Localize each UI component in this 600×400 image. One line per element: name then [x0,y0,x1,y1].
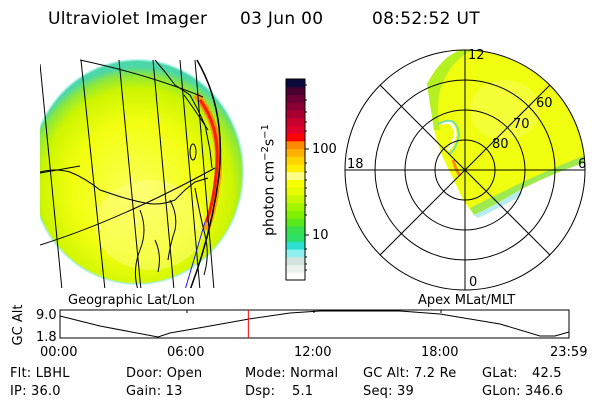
ytick-9.0: 9.0 [36,308,57,323]
colorbar-cell [286,272,305,281]
mlt-label-0: 0 [469,275,478,290]
status-seq: Seq: 39 [363,384,414,399]
mlt-label-12: 12 [468,48,485,63]
status-gain: Gain: 13 [126,384,183,399]
colorbar-cells [286,79,305,281]
mlt-label-6: 6 [578,157,587,172]
lat-label-70: 70 [513,117,530,132]
colorbar-ticks [305,84,309,271]
colorbar-cell [286,79,305,88]
status-glat-value: 42.5 [532,366,562,381]
colorbar-cell [286,264,305,273]
lat-lon-grid [40,59,222,288]
status-ip: IP: 36.0 [10,384,61,399]
instrument-title: Ultraviolet Imager [48,9,208,29]
colorbar-cell [286,148,305,157]
xtick-1800: 18:00 [421,345,459,360]
xtick-0000: 00:00 [40,345,78,360]
altitude-curve [59,310,570,338]
emission-disk [40,60,243,284]
colorbar-cell [286,171,305,180]
terminator-line [185,221,206,288]
colorbar-tick-10: 10 [312,228,329,243]
colorbar-cell [286,109,305,119]
coastlines [40,59,213,288]
status-mode: Mode: Normal [245,366,339,381]
colorbar-cell [286,249,305,258]
colorbar-cell [286,133,305,142]
colorbar-cell [286,225,305,235]
aurora-core [198,99,219,223]
status-gc-alt: GC Alt: 7.2 Re [363,366,457,381]
colorbar-cell [286,256,305,266]
globe-disk [40,59,244,288]
colorbar-cell [286,194,305,204]
time-label: 08:52:52 UT [372,9,480,29]
status-glat-label: GLat: [482,366,518,381]
status-dsp-label: Dsp: [245,384,276,399]
colorbar-cell [286,156,305,165]
polar-grid [344,49,586,291]
colorbar-cell [286,233,305,242]
ytick-1.8: 1.8 [36,330,57,345]
colorbar-cell [286,86,305,95]
colorbar-cell [286,241,305,250]
status-door: Door: Open [126,366,203,381]
lat-label-80: 80 [492,137,509,152]
colorbar-cell [286,164,305,173]
timeline-frame [59,309,570,339]
colorbar-cell [286,102,305,111]
colorbar-cell [286,187,305,196]
colorbar-cell [286,210,305,219]
colorbar-cell [286,140,305,150]
polar-label: Apex MLat/MLT [418,293,516,308]
status-filter: Flt: LBHL [10,366,70,381]
xtick-0600: 06:00 [167,345,205,360]
lat-label-60: 60 [536,96,553,111]
status-glon: GLon: 346.6 [482,384,564,399]
colorbar-cell [286,117,305,126]
colorbar-cell [286,94,305,103]
globe-label: Geographic Lat/Lon [68,293,195,308]
colorbar-cell [286,179,305,188]
date-label: 03 Jun 00 [240,9,324,29]
colorbar-cell [286,202,305,211]
xtick-2359: 23:59 [550,345,588,360]
colorbar-cell [286,218,305,227]
mlt-label-18: 18 [347,157,364,172]
xtick-1200: 12:00 [294,345,332,360]
colorbar-cell [286,125,305,134]
status-dsp-value: 5.1 [292,384,314,399]
timeline-ylabel: GC Alt [11,304,26,346]
colorbar-tick-100: 100 [312,142,337,157]
